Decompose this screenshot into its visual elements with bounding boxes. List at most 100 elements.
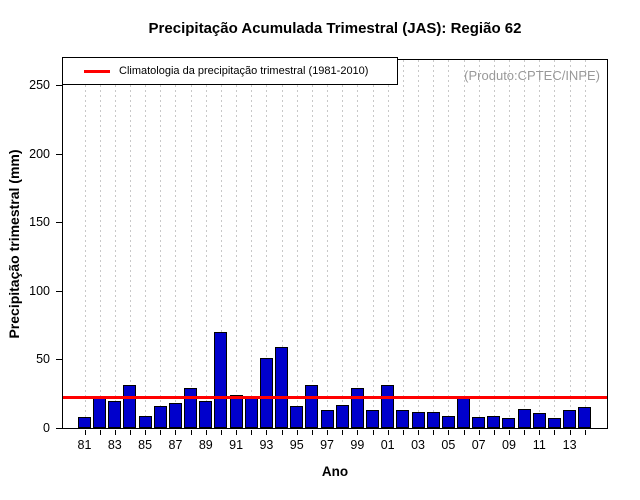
y-tick [56, 359, 62, 361]
gridline [327, 60, 329, 428]
bar-90 [214, 332, 228, 428]
x-tick [114, 430, 116, 435]
x-tick [554, 430, 556, 435]
x-tick [129, 430, 131, 435]
y-tick-label: 50 [36, 352, 50, 367]
bar-09 [502, 418, 516, 428]
x-tick [493, 430, 495, 435]
x-tick-label: 91 [229, 438, 244, 452]
bar-95 [290, 406, 304, 428]
x-tick [281, 430, 283, 435]
x-tick [569, 430, 571, 435]
x-tick [311, 430, 313, 435]
x-tick [448, 430, 450, 435]
x-tick [190, 430, 192, 435]
bar-93 [259, 358, 273, 428]
x-tick-label: 99 [350, 438, 365, 452]
x-tick [539, 430, 541, 435]
gridline [402, 60, 404, 428]
x-tick [327, 430, 329, 435]
gridline [220, 60, 222, 428]
x-tick [145, 430, 147, 435]
y-tick-label: 150 [29, 215, 50, 230]
bar-94 [275, 347, 289, 428]
bar-81 [78, 417, 91, 428]
bar-99 [350, 388, 364, 428]
gridline [539, 60, 541, 428]
x-tick [508, 430, 510, 435]
x-tick [342, 430, 344, 435]
bar-12 [547, 418, 561, 428]
gridline [99, 60, 101, 428]
bar-03 [411, 412, 425, 428]
bar-13 [563, 410, 577, 428]
bar-91 [229, 395, 243, 428]
bar-84 [123, 385, 137, 428]
y-tick [56, 428, 62, 429]
x-tick-label: 81 [77, 438, 92, 452]
bar-10 [517, 409, 531, 428]
y-axis-label-text: Precipitação trimestral (mm) [6, 149, 22, 339]
gridline [524, 60, 526, 428]
gridline [508, 60, 510, 428]
legend-box: Climatologia da precipitação trimestral … [62, 57, 398, 85]
gridline [387, 60, 389, 428]
x-tick-label: 07 [471, 438, 486, 452]
gridline [478, 60, 480, 428]
x-tick [99, 430, 101, 435]
bar-92 [244, 396, 258, 428]
bar-00 [366, 410, 380, 428]
plot-area [62, 59, 608, 429]
source-note: (Produto:CPTEC/INPE) [464, 68, 600, 83]
gridline [554, 60, 556, 428]
x-tick [387, 430, 389, 435]
bar-96 [305, 385, 319, 428]
gridline [175, 60, 177, 428]
gridline [311, 60, 313, 428]
x-tick-label: 09 [502, 438, 516, 452]
bar-07 [472, 417, 486, 428]
y-tick [56, 290, 62, 292]
gridline [84, 60, 86, 428]
x-tick [372, 430, 374, 435]
x-tick [160, 430, 162, 435]
x-tick-label: 05 [441, 438, 456, 452]
gridline [418, 60, 420, 428]
gridline [114, 60, 116, 428]
x-tick-label: 87 [168, 438, 183, 452]
bar-04 [426, 412, 440, 428]
chart-title: Precipitação Acumulada Trimestral (JAS):… [148, 20, 522, 37]
x-tick [220, 430, 222, 435]
gridline [569, 60, 571, 428]
x-tick-label: 95 [289, 438, 304, 452]
bar-89 [199, 401, 213, 428]
x-tick [84, 430, 86, 435]
x-tick [524, 430, 526, 435]
gridline [129, 60, 131, 428]
gridline [357, 60, 359, 428]
x-tick [266, 430, 268, 435]
x-tick-label: 97 [320, 438, 334, 452]
x-tick [296, 430, 298, 435]
gridline [372, 60, 374, 428]
bar-11 [532, 413, 546, 428]
gridline [266, 60, 268, 428]
gridline [160, 60, 162, 428]
gridline [433, 60, 435, 428]
x-tick [463, 430, 465, 435]
x-tick [357, 430, 359, 435]
gridline [342, 60, 344, 428]
gridline [205, 60, 207, 428]
bar-83 [108, 401, 122, 428]
legend-label: Climatologia da precipitação trimestral … [119, 65, 369, 77]
bar-87 [168, 403, 182, 428]
x-tick-label: 89 [198, 438, 213, 452]
gridline [190, 60, 192, 428]
gridline [493, 60, 495, 428]
climatology-line [63, 395, 607, 399]
y-tick-label: 250 [29, 78, 50, 92]
gridline [236, 60, 238, 428]
y-tick [56, 153, 62, 155]
bar-02 [396, 410, 410, 428]
